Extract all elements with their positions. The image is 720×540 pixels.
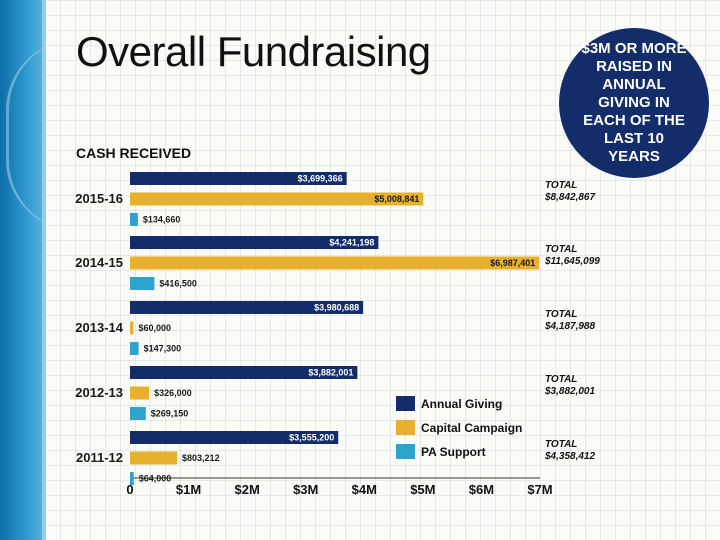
total-title: TOTAL bbox=[545, 244, 577, 255]
total-value: $3,882,001 bbox=[544, 386, 595, 397]
data-label: $269,150 bbox=[151, 409, 189, 419]
bar bbox=[130, 256, 540, 270]
bar bbox=[130, 472, 134, 485]
x-tick-label: $7M bbox=[527, 482, 552, 497]
data-label: $5,008,841 bbox=[374, 194, 419, 204]
badge-text: $3M OR MORE RAISED IN ANNUAL GIVING IN E… bbox=[581, 40, 687, 165]
total-title: TOTAL bbox=[545, 309, 577, 320]
bar bbox=[130, 451, 178, 465]
data-label: $416,500 bbox=[159, 279, 197, 289]
bar bbox=[130, 213, 138, 226]
bar bbox=[130, 236, 379, 249]
category-label: 2011-12 bbox=[76, 450, 123, 465]
highlight-badge: $3M OR MORE RAISED IN ANNUAL GIVING IN E… bbox=[559, 28, 709, 178]
slide-title: Overall Fundraising bbox=[76, 28, 431, 75]
category-label: 2013-14 bbox=[75, 320, 123, 335]
legend-swatch bbox=[396, 396, 415, 411]
data-label: $4,241,198 bbox=[329, 238, 374, 248]
x-tick-label: 0 bbox=[126, 482, 133, 497]
data-label: $3,980,688 bbox=[314, 303, 359, 313]
legend-label: Annual Giving bbox=[421, 397, 502, 411]
x-tick-label: $1M bbox=[176, 482, 201, 497]
bar bbox=[130, 431, 339, 444]
data-label: $60,000 bbox=[139, 323, 172, 333]
bar bbox=[130, 407, 146, 420]
legend-label: PA Support bbox=[421, 445, 486, 459]
total-title: TOTAL bbox=[545, 180, 577, 191]
bar bbox=[130, 277, 155, 290]
legend-swatch bbox=[396, 444, 415, 459]
bar bbox=[130, 321, 134, 335]
data-label: $326,000 bbox=[154, 388, 192, 398]
data-label: $134,660 bbox=[143, 215, 181, 225]
data-label: $803,212 bbox=[182, 453, 220, 463]
total-value: $8,842,867 bbox=[544, 192, 595, 203]
x-tick-label: $6M bbox=[469, 482, 494, 497]
chart-section-title: CASH RECEIVED bbox=[76, 145, 191, 161]
data-label: $147,300 bbox=[144, 344, 182, 354]
legend-label: Capital Campaign bbox=[421, 421, 522, 435]
x-tick-label: $5M bbox=[410, 482, 435, 497]
x-tick-label: $3M bbox=[293, 482, 318, 497]
total-value: $11,645,099 bbox=[544, 256, 600, 267]
data-label: $64,000 bbox=[139, 474, 172, 484]
category-label: 2015-16 bbox=[75, 191, 123, 206]
bar bbox=[130, 301, 364, 314]
category-label: 2014-15 bbox=[75, 255, 123, 270]
bar bbox=[130, 172, 347, 185]
data-label: $3,699,366 bbox=[298, 174, 343, 184]
bar bbox=[130, 342, 139, 355]
data-label: $6,987,401 bbox=[490, 258, 535, 268]
category-label: 2012-13 bbox=[75, 385, 123, 400]
total-title: TOTAL bbox=[545, 439, 577, 450]
decorative-swoosh bbox=[6, 40, 79, 230]
bar bbox=[130, 386, 150, 400]
x-tick-label: $4M bbox=[352, 482, 377, 497]
total-title: TOTAL bbox=[545, 374, 577, 385]
x-tick-label: $2M bbox=[234, 482, 259, 497]
bar bbox=[130, 366, 358, 379]
data-label: $3,555,200 bbox=[289, 433, 334, 443]
total-value: $4,187,988 bbox=[544, 321, 595, 332]
legend-swatch bbox=[396, 420, 415, 435]
total-value: $4,358,412 bbox=[544, 451, 595, 462]
data-label: $3,882,001 bbox=[308, 368, 353, 378]
bar bbox=[130, 192, 424, 206]
